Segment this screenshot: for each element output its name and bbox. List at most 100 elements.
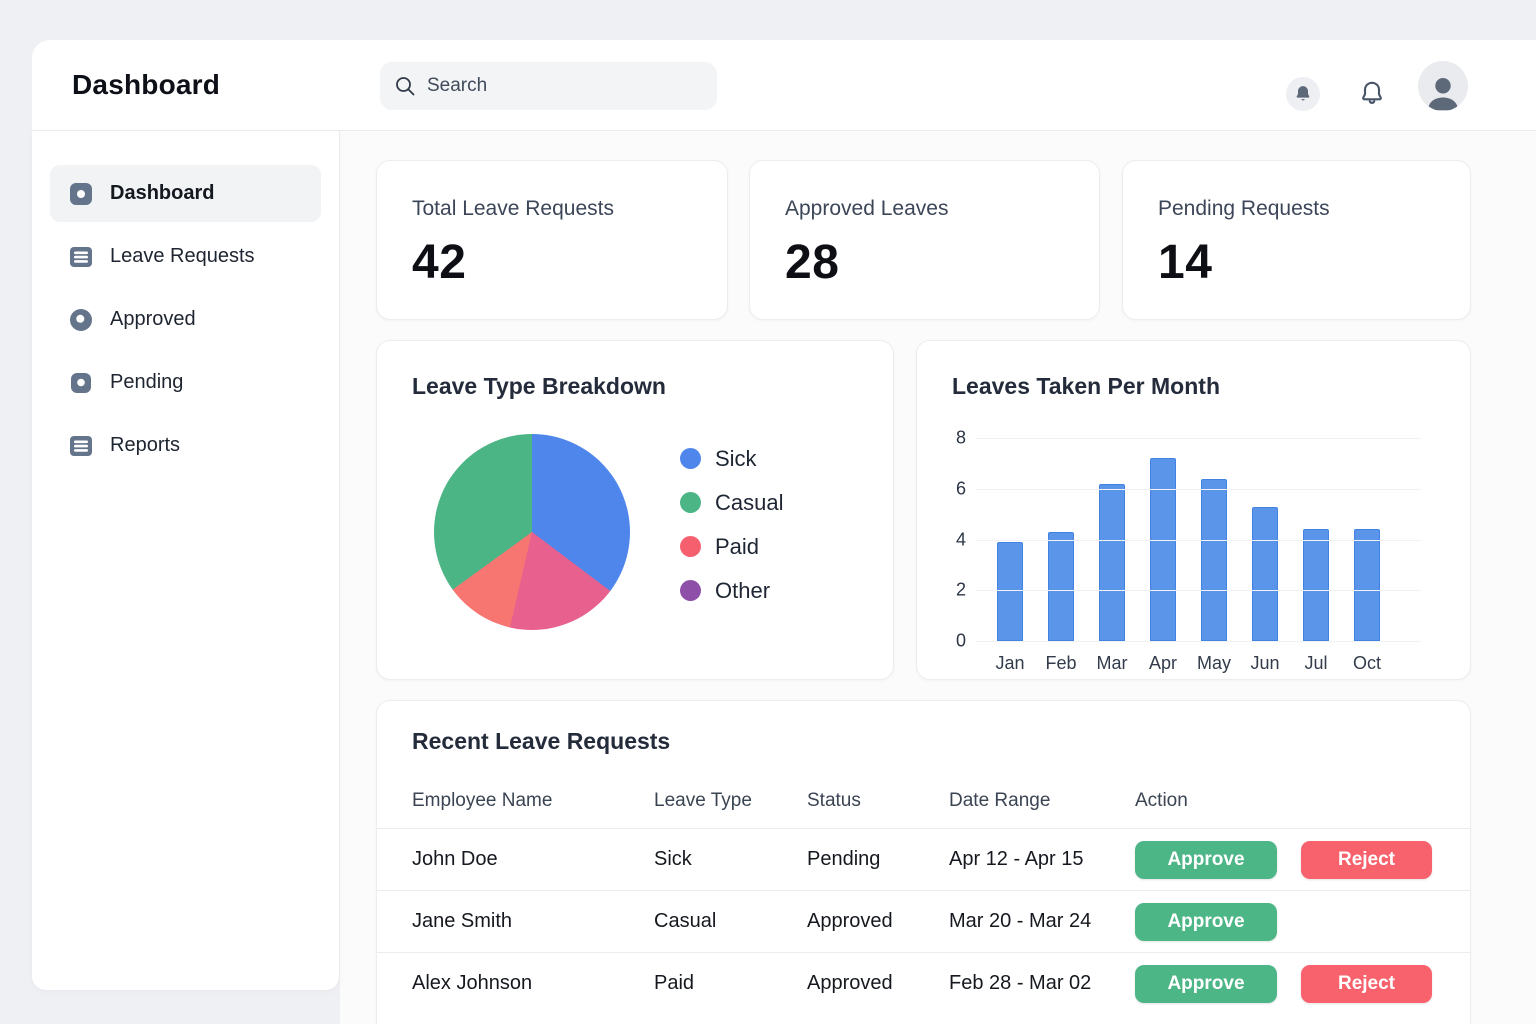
header-cell-date-range: Date Range	[949, 789, 1051, 811]
legend-dot	[680, 448, 701, 469]
x-axis-label: Jun	[1250, 653, 1280, 673]
bar	[1150, 458, 1176, 641]
bar-column-mar: Mar	[1097, 438, 1128, 673]
stat-value: 28	[785, 236, 840, 289]
table-row: John Doe Sick Pending Apr 12 - Apr 15 Approv…	[377, 828, 1470, 890]
sidebar-item-reports[interactable]: Reports	[50, 417, 321, 474]
sidebar-item-pending[interactable]: Pending	[50, 354, 321, 411]
approve-button[interactable]: Approve	[1135, 902, 1277, 941]
cell-leave-type: Casual	[654, 910, 717, 932]
bar-chart-title: Leaves Taken Per Month	[952, 373, 1220, 399]
sidebar-item-dashboard[interactable]: Dashboard	[50, 165, 321, 222]
bar	[1303, 529, 1329, 641]
cell-status: Approved	[807, 972, 893, 994]
cell-leave-type: Sick	[654, 848, 692, 870]
page-title: Dashboard	[72, 69, 221, 100]
bar-column-feb: Feb	[1045, 438, 1077, 673]
stat-label: Approved Leaves	[785, 197, 949, 220]
reject-button[interactable]: Reject	[1301, 964, 1432, 1003]
cell-date-range: Apr 12 - Apr 15	[949, 848, 1084, 870]
sidebar-item-label: Leave Requests	[110, 245, 255, 267]
bar	[1252, 506, 1278, 641]
list-icon	[70, 246, 92, 268]
table-header: Employee Name Leave Type Status Date Range A…	[377, 773, 1470, 828]
stat-label: Pending Requests	[1158, 197, 1330, 220]
legend-item-sick: Sick	[680, 445, 783, 471]
legend-label: Casual	[715, 489, 784, 515]
stat-value: 14	[1158, 236, 1213, 289]
stat-value: 42	[412, 236, 467, 289]
cell-actions: Approve Reject	[1135, 840, 1435, 879]
legend-label: Sick	[715, 445, 757, 471]
bell-icon[interactable]	[1356, 71, 1388, 117]
bar-series: Jan Feb Mar Apr May Jun Jul Oct	[976, 438, 1421, 673]
approve-button[interactable]: Approve	[1135, 840, 1277, 879]
cell-leave-type: Paid	[654, 972, 695, 994]
approve-button[interactable]: Approve	[1135, 964, 1277, 1003]
stat-label: Total Leave Requests	[412, 197, 614, 220]
table-row: Jane Smith Casual Approved Mar 20 - Mar 24 A…	[377, 890, 1470, 952]
sidebar-item-label: Dashboard	[110, 182, 215, 204]
user-avatar[interactable]	[1418, 61, 1468, 111]
search-input[interactable]	[427, 75, 703, 97]
cell-date-range: Mar 20 - Mar 24	[949, 910, 1092, 932]
stat-card-pending-requests: Pending Requests 14	[1122, 160, 1471, 320]
header-cell-leave-type: Leave Type	[654, 789, 752, 811]
cell-actions: Approve Reject	[1135, 964, 1435, 1003]
notification-filled-bell-icon[interactable]	[1286, 77, 1320, 111]
reject-button[interactable]: Reject	[1301, 840, 1432, 879]
legend-item-casual: Casual	[680, 489, 784, 515]
bar	[997, 542, 1023, 641]
legend-label: Paid	[715, 533, 760, 559]
legend-item-paid: Paid	[680, 533, 783, 559]
bar-column-jul: Jul	[1303, 438, 1329, 673]
header-cell-action: Action	[1135, 789, 1188, 811]
sidebar-item-label: Approved	[110, 308, 196, 330]
list-icon	[70, 435, 92, 457]
sidebar-item-label: Reports	[110, 434, 181, 456]
gridline	[976, 590, 1421, 592]
x-axis-label: May	[1196, 653, 1232, 673]
gridline	[976, 641, 1421, 642]
topbar: Dashboard	[32, 40, 1536, 131]
pie-chart-title: Leave Type Breakdown	[412, 373, 666, 399]
y-axis-label: 8	[955, 427, 966, 448]
header-cell-employee-name: Employee Name	[412, 789, 553, 811]
bar-column-jun: Jun	[1250, 438, 1280, 673]
circle-dot-icon	[70, 308, 92, 331]
legend-label: Other	[715, 577, 771, 603]
cell-actions: Approve	[1135, 902, 1435, 941]
sidebar-item-leave-requests[interactable]: Leave Requests	[50, 228, 321, 285]
legend-dot	[680, 580, 701, 601]
cell-employee-name: Jane Smith	[412, 910, 513, 932]
search-bar[interactable]	[380, 62, 717, 110]
x-axis-label: Oct	[1352, 653, 1382, 673]
legend-item-other: Other	[680, 577, 783, 603]
table-row: Alex Johnson Paid Approved Feb 28 - Mar 02 A…	[377, 952, 1470, 1014]
cell-employee-name: John Doe	[412, 848, 498, 870]
header-cell-status: Status	[807, 789, 861, 811]
cell-status: Approved	[807, 910, 893, 932]
recent-leave-requests-card: Recent Leave Requests Employee Name Leave…	[376, 700, 1471, 1024]
cell-status: Pending	[807, 848, 881, 870]
x-axis-label: Mar	[1096, 653, 1128, 673]
leaves-per-month-card: Leaves Taken Per Month Jan Feb Mar Apr M…	[916, 340, 1471, 680]
bar	[1354, 529, 1380, 641]
cell-employee-name: Alex Johnson	[412, 972, 533, 994]
sidebar: Dashboard Leave Requests Approved Pendin…	[32, 131, 340, 990]
pie-chart	[434, 434, 630, 630]
square-dot-icon	[70, 372, 92, 394]
bar	[1201, 478, 1227, 641]
bar-chart-plot: Jan Feb Mar Apr May Jun Jul Oct 0 2 4 6 8	[956, 428, 1421, 673]
search-icon	[394, 75, 416, 97]
bar	[1099, 483, 1125, 641]
y-axis-label: 2	[955, 579, 966, 600]
bar-column-oct: Oct	[1353, 438, 1381, 673]
sidebar-nav: Dashboard Leave Requests Approved Pendin…	[32, 131, 339, 474]
stat-card-approved-leaves: Approved Leaves 28	[749, 160, 1100, 320]
x-axis-label: Feb	[1045, 653, 1077, 673]
cell-date-range: Feb 28 - Mar 02	[949, 972, 1092, 994]
table-body: John Doe Sick Pending Apr 12 - Apr 15 Approv…	[377, 828, 1470, 1014]
sidebar-item-approved[interactable]: Approved	[50, 291, 321, 348]
sidebar-item-label: Pending	[110, 371, 184, 393]
